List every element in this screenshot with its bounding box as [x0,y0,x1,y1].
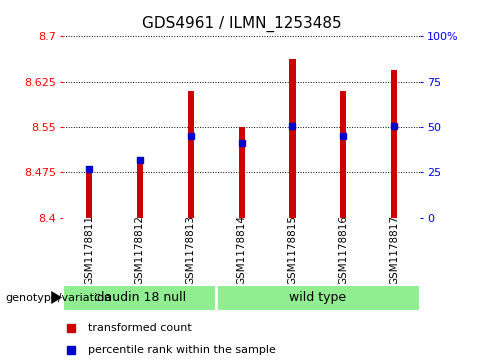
FancyBboxPatch shape [216,285,420,311]
Text: GSM1178817: GSM1178817 [389,216,399,285]
Text: transformed count: transformed count [88,323,192,333]
Bar [86,168,92,218]
FancyBboxPatch shape [63,285,216,311]
Polygon shape [51,291,62,304]
Text: genotype/variation: genotype/variation [5,293,111,303]
Text: GSM1178815: GSM1178815 [287,216,298,285]
Bar [340,91,346,218]
Text: GSM1178811: GSM1178811 [84,216,94,285]
Title: GDS4961 / ILMN_1253485: GDS4961 / ILMN_1253485 [142,16,342,32]
Text: claudin 18 null: claudin 18 null [94,291,186,304]
Bar [391,70,397,218]
Text: GSM1178814: GSM1178814 [237,216,246,285]
Text: GSM1178812: GSM1178812 [135,216,145,285]
Bar [289,59,296,218]
Text: percentile rank within the sample: percentile rank within the sample [88,345,276,355]
Bar [239,127,244,218]
Bar [187,91,194,218]
Text: GSM1178816: GSM1178816 [338,216,348,285]
Bar [137,157,143,218]
Text: wild type: wild type [289,291,346,304]
Text: GSM1178813: GSM1178813 [185,216,196,285]
